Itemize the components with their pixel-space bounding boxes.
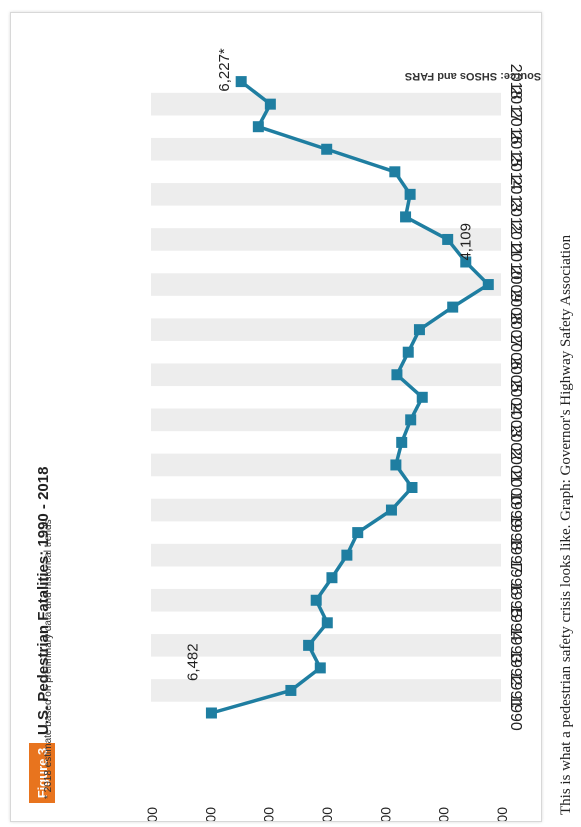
- x-tick-label: 2007: [507, 312, 524, 348]
- data-point: [400, 211, 412, 223]
- y-axis-ticks: 7,000 6,500 6,000 5,500 5,000 4,500 4,000: [144, 807, 510, 821]
- x-tick-label: 2000: [507, 470, 524, 506]
- data-point: [385, 504, 397, 516]
- x-tick-label: 1994: [507, 605, 524, 641]
- grid-band: [151, 543, 501, 567]
- data-point: [396, 436, 408, 448]
- x-tick-label: 2017: [507, 86, 524, 122]
- x-tick-label: 1995: [507, 582, 524, 618]
- data-point: [389, 166, 401, 178]
- x-tick-label: 1998: [507, 515, 524, 551]
- y-tick-label: 6,500: [202, 807, 218, 821]
- y-tick-label: 4,500: [436, 807, 452, 821]
- x-tick-label: 2004: [507, 380, 524, 416]
- grid-band: [151, 588, 501, 612]
- data-point: [310, 594, 322, 606]
- x-tick-label: 2006: [507, 334, 524, 370]
- data-point: [285, 684, 297, 696]
- data-point: [404, 188, 416, 200]
- grid-band: [151, 498, 501, 522]
- data-point: [341, 549, 353, 561]
- footnote: * 2018 estimate based on preliminary dat…: [43, 519, 54, 799]
- x-tick-label: 2013: [507, 177, 524, 213]
- data-point: [482, 279, 494, 291]
- x-tick-label: 2008: [507, 289, 524, 325]
- x-tick-label: 2015: [507, 131, 524, 167]
- grid-band: [151, 318, 501, 341]
- series-fatalities: [205, 76, 494, 719]
- x-tick-label: 2005: [507, 357, 524, 393]
- x-tick-label: 1990: [507, 695, 524, 731]
- y-tick-label: 7,000: [144, 807, 160, 821]
- x-tick-label: 1993: [507, 628, 524, 664]
- line-chart: Figure 3 U.S. Pedestrian Fatalities: 199…: [29, 48, 541, 821]
- data-point: [321, 617, 333, 629]
- x-tick-label: 1992: [507, 650, 524, 686]
- grid-band: [151, 228, 501, 251]
- data-point: [442, 233, 454, 245]
- data-point: [205, 707, 217, 719]
- data-point: [460, 256, 472, 268]
- data-point: [402, 346, 414, 358]
- y-tick-label: 4,000: [494, 807, 510, 821]
- grid-bands: [151, 92, 501, 702]
- figure-badge: [29, 743, 55, 803]
- caption: This is what a pedestrian safety crisis …: [558, 234, 574, 815]
- x-tick-label: 2012: [507, 199, 524, 235]
- data-label: 4,109: [457, 223, 474, 261]
- x-tick-label: 1991: [507, 673, 524, 709]
- x-tick-label: 2018: [507, 64, 524, 100]
- y-tick-label: 5,000: [377, 807, 393, 821]
- data-point: [416, 391, 428, 403]
- x-tick-label: 1997: [507, 537, 524, 573]
- series-line: [210, 80, 491, 715]
- grid-band: [151, 408, 501, 432]
- x-tick-label: 2009: [507, 267, 524, 303]
- x-axis-ticks: 1990199119921993199419951996199719981999…: [507, 64, 524, 731]
- source-note: Source: SHSOs and FARS: [405, 70, 541, 82]
- data-point: [413, 324, 425, 336]
- grid-band: [151, 183, 501, 206]
- data-label: 6,482: [184, 643, 201, 681]
- data-point: [303, 639, 315, 651]
- x-tick-label: 2002: [507, 425, 524, 461]
- chart-title: U.S. Pedestrian Fatalities: 1990 - 2018: [35, 467, 52, 735]
- data-point: [252, 121, 264, 133]
- data-point: [391, 369, 403, 381]
- x-tick-label: 2011: [507, 222, 524, 257]
- y-tick-label: 6,000: [261, 807, 277, 821]
- chart-card: Figure 3 U.S. Pedestrian Fatalities: 199…: [10, 12, 542, 822]
- data-point: [314, 662, 326, 674]
- grid-band: [151, 634, 501, 657]
- figure-badge-label: Figure 3: [35, 748, 50, 799]
- data-point: [326, 572, 338, 584]
- x-tick-label: 1999: [507, 492, 524, 528]
- grid-band: [151, 273, 501, 296]
- x-tick-label: 2003: [507, 402, 524, 438]
- x-tick-label: 1996: [507, 560, 524, 596]
- y-tick-label: 5,500: [319, 807, 335, 821]
- data-point: [405, 414, 417, 426]
- x-tick-label: 2001: [507, 447, 524, 483]
- data-point: [406, 482, 418, 493]
- grid-band: [151, 363, 501, 387]
- x-tick-label: 2010: [507, 244, 524, 280]
- data-point: [352, 527, 364, 539]
- grid-band: [151, 453, 501, 477]
- data-point: [390, 459, 402, 471]
- data-labels: 6,482 4,109 6,227*: [184, 48, 474, 681]
- data-point: [264, 98, 276, 110]
- x-tick-label: 2016: [507, 109, 524, 145]
- x-tick-label: 2014: [507, 154, 524, 190]
- data-point: [321, 143, 333, 155]
- grid-band: [151, 92, 501, 116]
- data-point: [447, 301, 459, 313]
- data-label: 6,227*: [216, 48, 233, 92]
- data-point: [235, 76, 247, 88]
- grid-band: [151, 679, 501, 702]
